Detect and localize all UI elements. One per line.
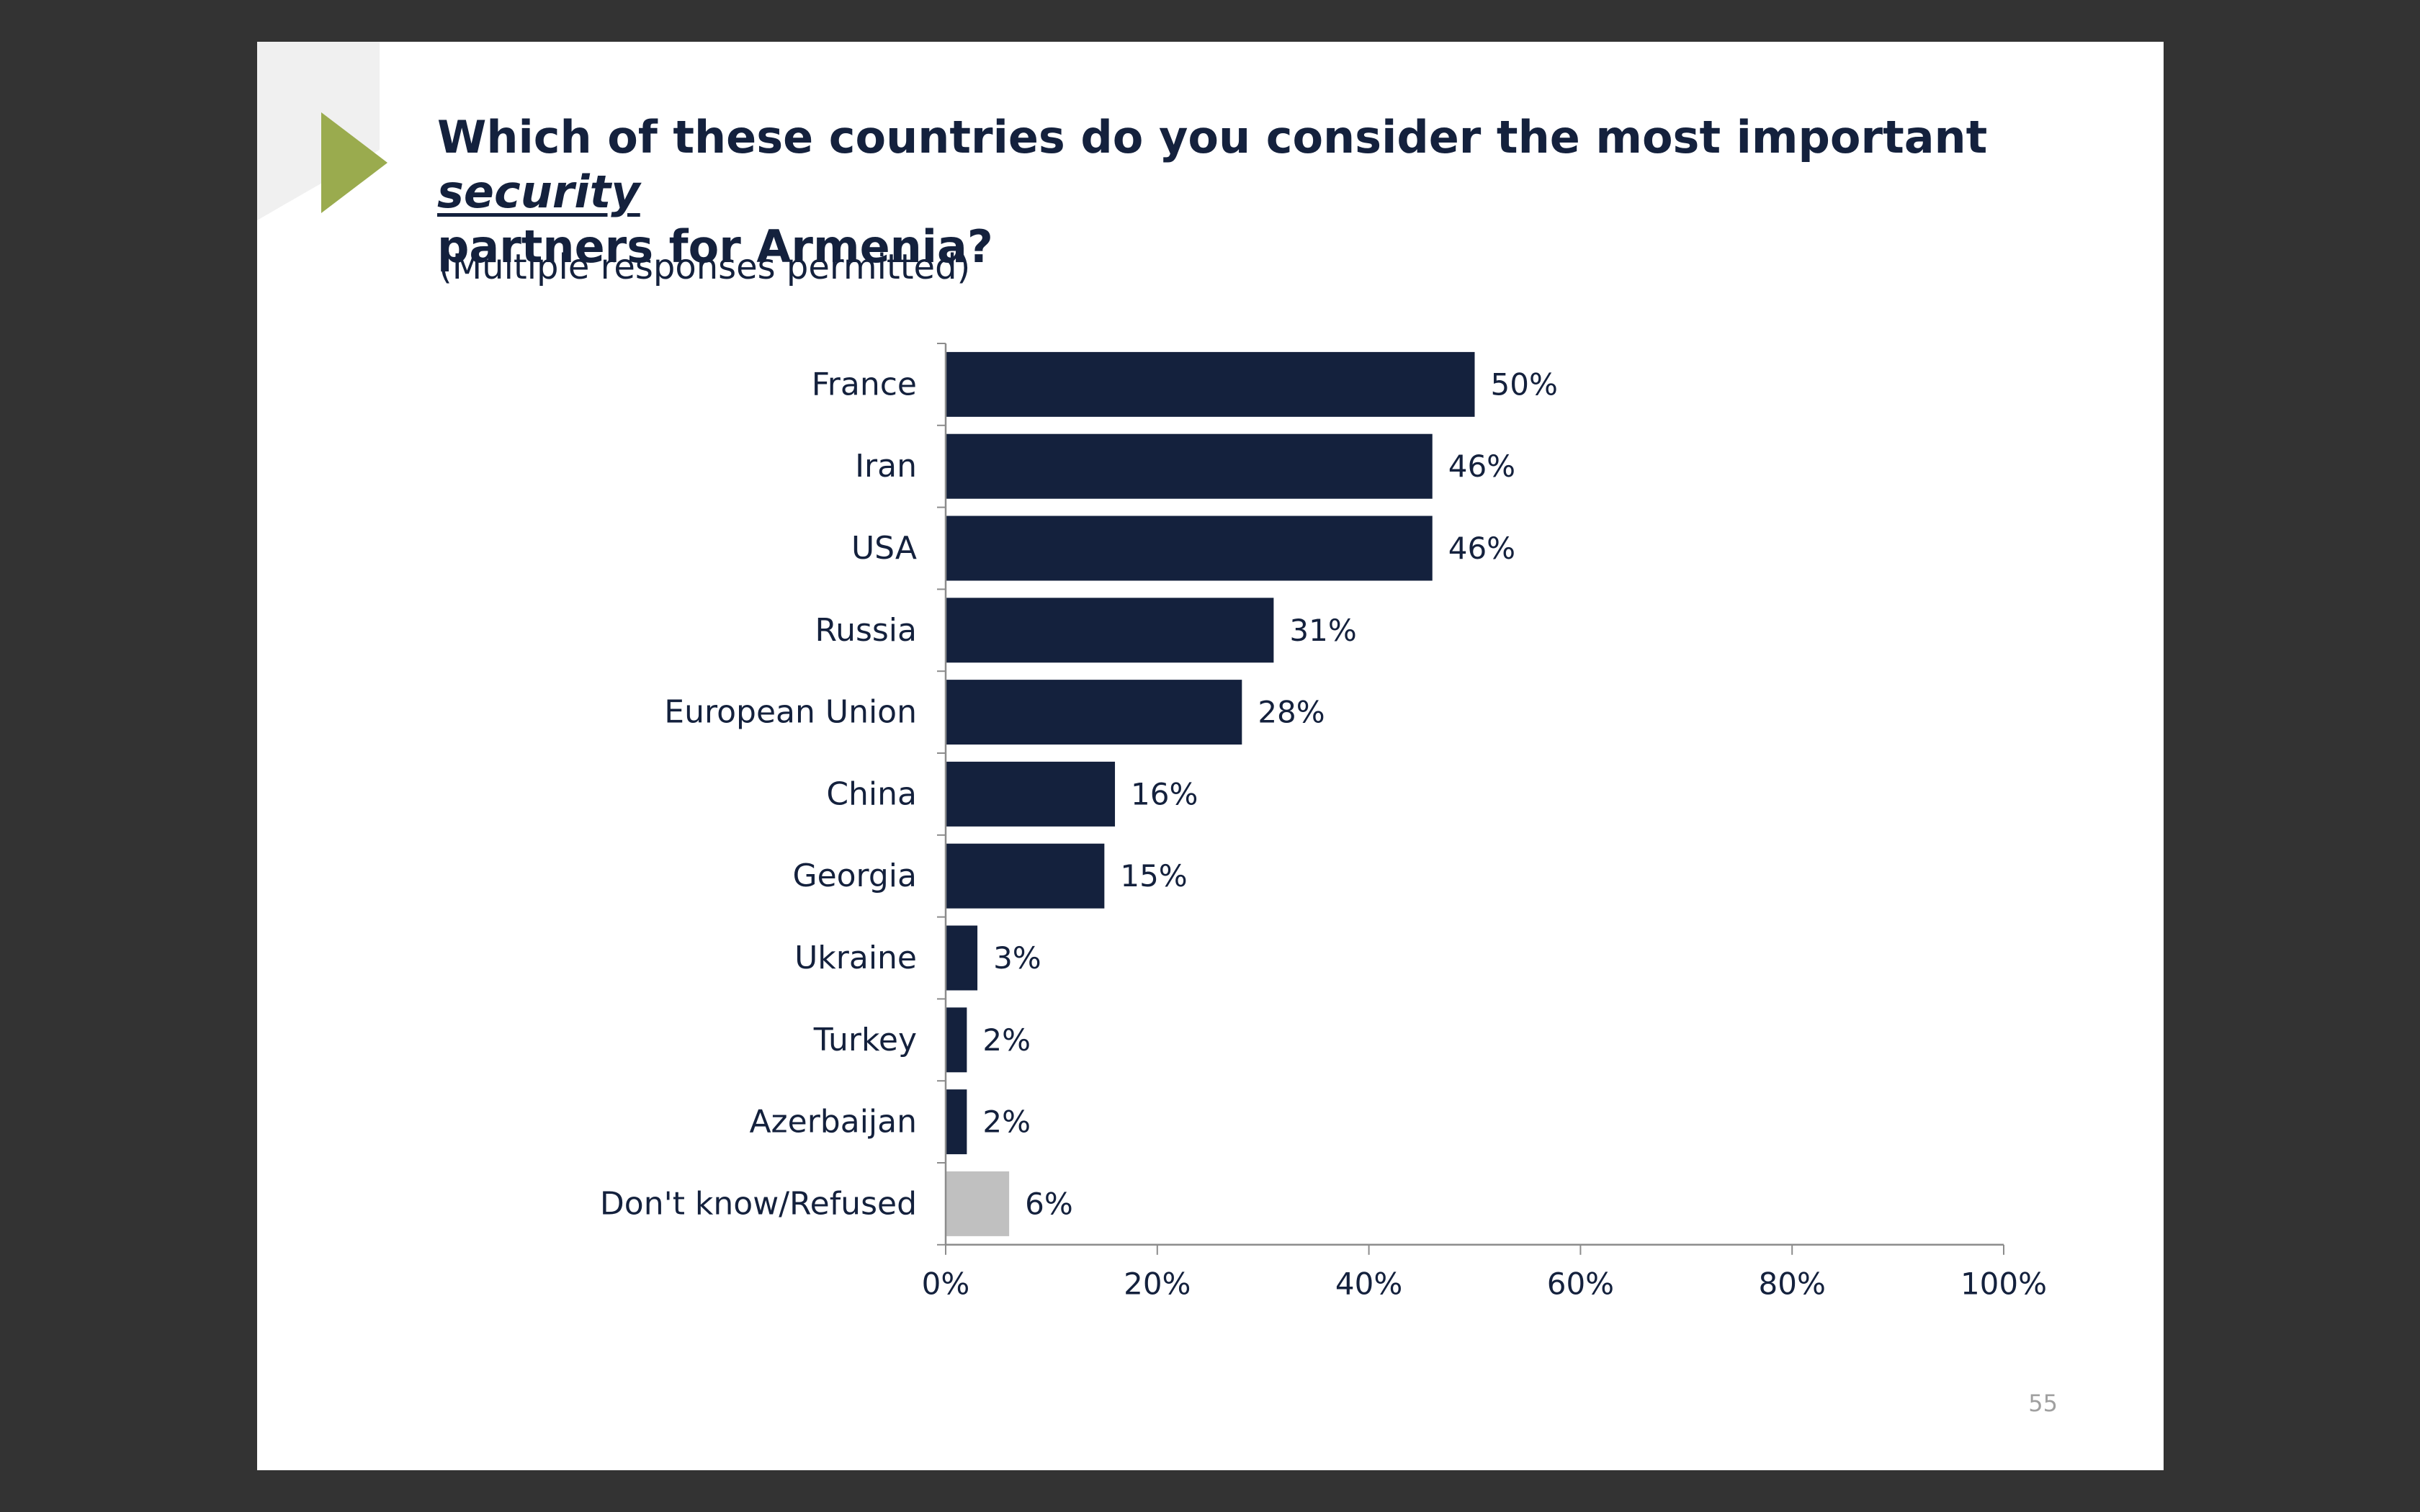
- data-label: 31%: [1289, 613, 1356, 648]
- bar: [946, 761, 1116, 827]
- bar: [946, 598, 1274, 663]
- page-number: 55: [2028, 1390, 2058, 1417]
- x-tick-label: 80%: [1759, 1266, 1826, 1301]
- data-label: 50%: [1491, 366, 1558, 402]
- slide-title: Which of these countries do you consider…: [437, 110, 2094, 274]
- corner-decoration: [257, 42, 387, 220]
- title-text-part1: Which of these countries do you consider…: [437, 111, 1988, 163]
- data-label: 46%: [1448, 449, 1515, 484]
- data-label: 28%: [1258, 695, 1325, 730]
- bar-chart: France 50% Iran 46% USA 46% Russia 31% European …: [600, 343, 2047, 1301]
- bar: [946, 925, 978, 991]
- slide: Which of these countries do you consider…: [257, 42, 2164, 1470]
- title-emphasis: security: [437, 166, 640, 218]
- category-label: Ukraine: [794, 940, 917, 976]
- bar: [946, 1171, 1010, 1236]
- bar: [946, 433, 1433, 499]
- data-label: 16%: [1131, 776, 1198, 811]
- title-text-part2: partners for Armenia?: [437, 220, 993, 273]
- bar: [946, 680, 1242, 745]
- data-label: 2%: [982, 1022, 1031, 1058]
- x-tick-label: 0%: [922, 1266, 970, 1301]
- category-label: Georgia: [792, 858, 917, 894]
- bar: [946, 351, 1475, 417]
- bar: [946, 516, 1433, 581]
- category-label: Don't know/Refused: [600, 1185, 917, 1222]
- category-label: Turkey: [813, 1022, 917, 1058]
- x-tick-label: 40%: [1335, 1266, 1402, 1301]
- data-label: 3%: [993, 940, 1041, 976]
- data-label: 2%: [982, 1104, 1031, 1140]
- data-label: 15%: [1120, 858, 1187, 894]
- category-label: France: [812, 366, 917, 402]
- x-tick-label: 60%: [1547, 1266, 1614, 1301]
- data-label: 6%: [1025, 1186, 1073, 1221]
- x-tick-label: 100%: [1960, 1266, 2047, 1301]
- bar: [946, 843, 1105, 909]
- slide-subtitle: (Multiple responses permitted): [439, 247, 971, 287]
- x-tick-label: 20%: [1124, 1266, 1191, 1301]
- category-label: China: [826, 775, 917, 812]
- data-label: 46%: [1448, 531, 1515, 566]
- category-label: European Union: [664, 694, 917, 731]
- category-label: Iran: [855, 448, 917, 485]
- category-label: Azerbaijan: [749, 1104, 917, 1140]
- corner-chevron-shape: [257, 42, 380, 220]
- bar: [946, 1089, 967, 1155]
- play-arrow-icon: [321, 112, 387, 213]
- category-label: USA: [851, 530, 917, 567]
- bar: [946, 1007, 967, 1073]
- category-label: Russia: [815, 612, 917, 649]
